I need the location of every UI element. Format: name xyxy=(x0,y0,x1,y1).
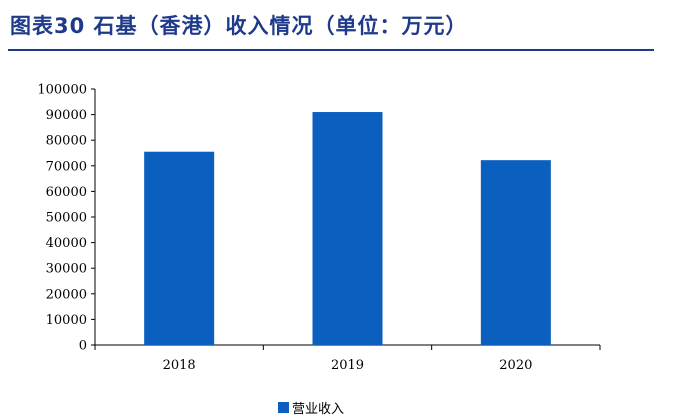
y-tick-label: 30000 xyxy=(46,262,87,277)
bar-2018 xyxy=(144,151,215,345)
y-tick-label: 20000 xyxy=(46,287,87,302)
y-tick-label: 60000 xyxy=(46,185,87,200)
y-tick-label: 10000 xyxy=(46,313,87,328)
legend: 营业收入 xyxy=(278,398,344,417)
y-tick-label: 70000 xyxy=(46,159,87,174)
y-tick-label: 90000 xyxy=(46,108,87,123)
y-tick-label: 80000 xyxy=(46,134,87,149)
bar-chart: 0 10000 20000 30000 40000 50000 60000 70000 8000… xyxy=(37,83,601,373)
chart-title: 图表30 石基（香港）收入情况（单位：万元） xyxy=(10,14,468,38)
y-tick-label: 50000 xyxy=(46,211,87,226)
bar-2020 xyxy=(480,160,551,345)
bar-2019 xyxy=(312,112,383,345)
y-axis: 0 10000 20000 30000 40000 50000 60000 70000 8000… xyxy=(37,83,96,354)
x-axis: 2018 2019 2020 xyxy=(94,344,601,373)
legend-swatch xyxy=(278,402,289,413)
x-tick-label: 2020 xyxy=(499,358,532,373)
y-tick-label: 40000 xyxy=(46,236,87,251)
bars xyxy=(144,112,551,345)
y-tick-label: 100000 xyxy=(37,83,87,98)
title-underline xyxy=(8,49,654,51)
legend-label: 营业收入 xyxy=(292,402,345,417)
y-tick-label: 0 xyxy=(79,339,87,354)
x-tick-label: 2019 xyxy=(331,358,364,373)
x-tick-label: 2018 xyxy=(163,358,196,373)
